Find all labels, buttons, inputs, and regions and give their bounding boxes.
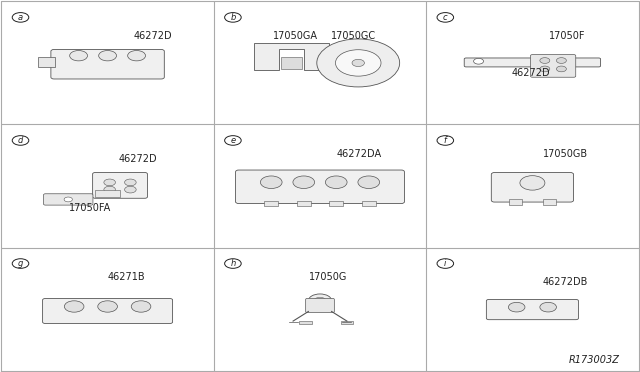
FancyBboxPatch shape: [306, 298, 334, 312]
Circle shape: [358, 176, 380, 189]
Circle shape: [98, 301, 117, 312]
Bar: [329, 201, 343, 206]
Text: b: b: [230, 13, 236, 22]
Text: 46272D: 46272D: [133, 31, 172, 41]
Circle shape: [556, 66, 566, 72]
Bar: [281, 57, 301, 69]
Bar: [264, 201, 278, 206]
Circle shape: [260, 176, 282, 189]
Text: f: f: [444, 136, 447, 145]
Circle shape: [556, 58, 566, 63]
Text: 46272DB: 46272DB: [543, 277, 588, 287]
Circle shape: [104, 179, 115, 186]
Text: d: d: [18, 136, 23, 145]
FancyBboxPatch shape: [492, 173, 573, 202]
Circle shape: [314, 297, 326, 304]
Circle shape: [520, 176, 545, 190]
Bar: [297, 201, 311, 206]
Circle shape: [508, 302, 525, 312]
Circle shape: [99, 51, 116, 61]
FancyBboxPatch shape: [93, 173, 147, 198]
Text: 17050FA: 17050FA: [69, 203, 111, 213]
Circle shape: [125, 186, 136, 193]
FancyBboxPatch shape: [464, 58, 600, 67]
Text: c: c: [443, 13, 447, 22]
Polygon shape: [254, 42, 328, 70]
Circle shape: [352, 59, 364, 67]
Circle shape: [325, 176, 347, 189]
Text: 17050GA: 17050GA: [273, 31, 318, 41]
Circle shape: [474, 58, 484, 64]
Text: i: i: [444, 259, 447, 268]
Circle shape: [540, 302, 556, 312]
Text: 46272D: 46272D: [511, 68, 550, 78]
Text: e: e: [230, 136, 236, 145]
FancyBboxPatch shape: [51, 49, 164, 79]
Text: R173003Z: R173003Z: [568, 355, 620, 365]
Text: 17050GC: 17050GC: [331, 31, 376, 41]
Bar: [509, 199, 522, 205]
Circle shape: [127, 51, 145, 61]
Text: 46272D: 46272D: [118, 154, 157, 164]
Circle shape: [70, 51, 88, 61]
Bar: [95, 190, 120, 197]
Circle shape: [293, 176, 315, 189]
Circle shape: [540, 58, 550, 63]
Text: 17050GB: 17050GB: [543, 149, 588, 159]
Circle shape: [131, 301, 151, 312]
Circle shape: [64, 197, 72, 202]
FancyBboxPatch shape: [531, 55, 576, 77]
Circle shape: [317, 39, 399, 87]
FancyBboxPatch shape: [486, 299, 579, 320]
FancyBboxPatch shape: [236, 170, 404, 203]
Circle shape: [65, 301, 84, 312]
Text: 46271B: 46271B: [108, 272, 145, 282]
Text: h: h: [230, 259, 236, 268]
FancyBboxPatch shape: [43, 299, 173, 324]
Circle shape: [104, 186, 115, 193]
Text: g: g: [18, 259, 23, 268]
Circle shape: [125, 179, 136, 186]
Text: 17050G: 17050G: [309, 272, 348, 282]
Bar: [543, 199, 556, 205]
Text: 46272DA: 46272DA: [337, 149, 382, 159]
Bar: [38, 57, 56, 67]
Circle shape: [308, 294, 332, 307]
Bar: [340, 321, 353, 324]
Bar: [362, 201, 376, 206]
Text: a: a: [18, 13, 23, 22]
Bar: [300, 321, 312, 324]
Circle shape: [540, 66, 550, 72]
Text: 17050F: 17050F: [549, 31, 586, 41]
Circle shape: [335, 50, 381, 76]
FancyBboxPatch shape: [44, 194, 93, 205]
